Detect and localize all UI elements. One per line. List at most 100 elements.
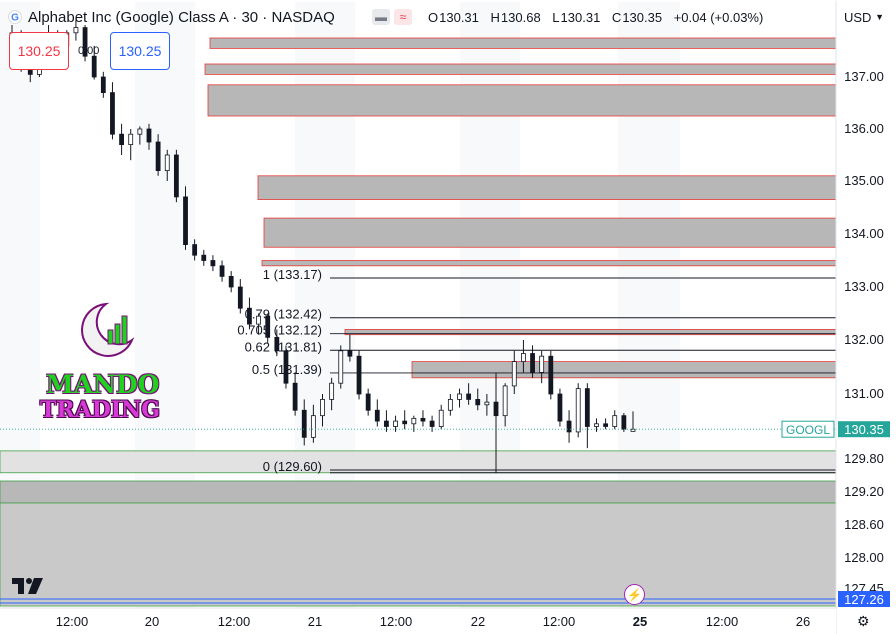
open-value: 130.31 xyxy=(439,10,479,25)
fib-label-5: 0 (129.60) xyxy=(263,459,322,474)
x-tick-8: 12:00 xyxy=(706,614,739,629)
candle-body-50 xyxy=(466,393,472,400)
x-tick-7: 25 xyxy=(633,614,647,629)
candle-body-66 xyxy=(612,415,618,427)
buy-price: 130.25 xyxy=(118,43,162,59)
candle-body-24 xyxy=(228,275,234,288)
candle-body-13 xyxy=(128,133,134,145)
y-tick-4: 133.00 xyxy=(844,279,884,294)
x-tick-3: 21 xyxy=(308,614,322,629)
candle-body-56 xyxy=(521,353,526,363)
lightning-icon[interactable]: ⚡ xyxy=(624,584,645,605)
x-tick-4: 12:00 xyxy=(380,614,413,629)
high-value: 130.68 xyxy=(500,10,541,25)
sell-button[interactable]: 130.25 xyxy=(9,32,69,70)
y-tick-7: 129.80 xyxy=(844,451,884,466)
x-tick-5: 22 xyxy=(471,614,485,629)
candle-body-14 xyxy=(137,128,143,135)
x-tick-1: 20 xyxy=(145,614,159,629)
candle-body-48 xyxy=(447,399,453,411)
x-tick-0: 12:00 xyxy=(56,614,89,629)
candle-body-12 xyxy=(119,133,124,145)
symbol-title[interactable]: Alphabet Inc (Google) Class A · 30 · NAS… xyxy=(28,8,335,26)
y-tick-1: 136.00 xyxy=(844,121,884,136)
candle-body-17 xyxy=(164,154,170,172)
currency-label: USD xyxy=(844,9,872,25)
candle-body-43 xyxy=(402,420,408,425)
symbol-tag xyxy=(781,420,835,438)
wave-icon[interactable]: ≈ xyxy=(394,9,412,25)
candle-body-62 xyxy=(575,388,581,433)
candle-body-59 xyxy=(548,355,554,395)
supply-zone-5 xyxy=(261,260,837,267)
chevron-down-icon: ▼ xyxy=(875,12,884,22)
spread-value: 0.00 xyxy=(78,45,100,57)
hide-indicator-button[interactable]: ▬ xyxy=(372,9,390,25)
candle-body-38 xyxy=(356,355,362,395)
candle-body-27 xyxy=(256,315,261,325)
supply-zone-0 xyxy=(209,37,837,49)
y-tick-2: 135.00 xyxy=(844,173,884,188)
x-tick-6: 12:00 xyxy=(543,614,576,629)
demand-zone-2 xyxy=(0,502,837,607)
candle-body-18 xyxy=(173,154,179,198)
svg-text:G: G xyxy=(11,13,19,24)
y-tick-10: 128.00 xyxy=(844,550,884,565)
settings-gear-icon[interactable]: ⚙ xyxy=(857,613,870,629)
currency-selector[interactable]: USD ▼ xyxy=(838,6,890,28)
demand-zone-0 xyxy=(0,450,837,474)
candle-body-40 xyxy=(374,409,380,422)
candle-body-33 xyxy=(310,415,316,438)
y-tick-3: 134.00 xyxy=(844,226,884,241)
google-logo-icon: G xyxy=(8,10,22,24)
candle-body-29 xyxy=(274,336,280,352)
x-tick-2: 12:00 xyxy=(218,614,251,629)
candle-body-10 xyxy=(100,76,106,94)
candle-body-63 xyxy=(584,388,590,427)
demand-zone-1 xyxy=(0,480,837,504)
candle-body-20 xyxy=(192,244,198,256)
price-axis-bg xyxy=(836,0,896,634)
candle-body-36 xyxy=(338,350,344,384)
top-edge xyxy=(0,0,836,2)
last-price-tag xyxy=(838,421,890,438)
change-value: +0.04 (+0.03%) xyxy=(673,10,764,25)
candle-body-67 xyxy=(621,415,627,430)
candle-body-31 xyxy=(292,382,298,411)
tradingview-logo-icon[interactable] xyxy=(12,578,46,594)
candle-body-9 xyxy=(91,55,97,78)
candle-body-55 xyxy=(511,361,517,387)
candle-body-7 xyxy=(73,27,79,34)
candle-body-21 xyxy=(201,254,207,261)
candle-body-52 xyxy=(484,401,490,406)
candle-body-54 xyxy=(502,385,508,417)
candle-body-45 xyxy=(420,417,426,422)
candle-body-49 xyxy=(457,393,462,400)
buy-button[interactable]: 130.25 xyxy=(110,32,170,70)
y-tick-0: 137.00 xyxy=(844,69,884,84)
candle-body-46 xyxy=(429,420,435,427)
close-label: C xyxy=(611,10,622,25)
supply-zone-4 xyxy=(263,217,837,248)
low-label: L xyxy=(552,10,560,25)
bottom-price-value: 127.26 xyxy=(844,592,884,607)
y-tick-8: 129.20 xyxy=(844,484,884,499)
fib-label-0: 1 (133.17) xyxy=(263,267,322,282)
open-label: O xyxy=(428,10,439,25)
candle-body-51 xyxy=(475,399,481,406)
candle-body-23 xyxy=(219,265,225,277)
low-value: 130.31 xyxy=(560,10,601,25)
y-tick-6: 131.00 xyxy=(844,386,884,401)
candle-body-19 xyxy=(183,196,188,245)
close-value: 130.35 xyxy=(622,10,663,25)
chart-header: G Alphabet Inc (Google) Class A · 30 · N… xyxy=(8,6,335,28)
logo-text-mando: MANDO xyxy=(46,370,160,399)
y-tick-9: 128.60 xyxy=(844,517,884,532)
supply-zone-3 xyxy=(257,175,837,200)
candle-body-41 xyxy=(384,420,389,427)
candle-body-60 xyxy=(557,393,563,422)
x-tick-9: 26 xyxy=(796,614,810,629)
candle-body-65 xyxy=(603,423,609,427)
fib-label-1: 0.79 (132.42) xyxy=(245,307,322,322)
